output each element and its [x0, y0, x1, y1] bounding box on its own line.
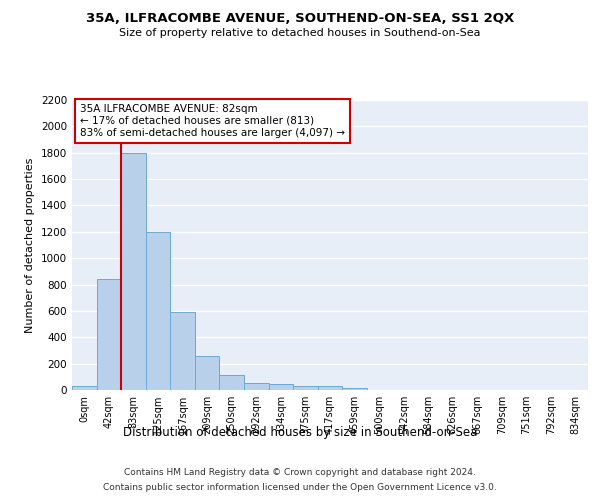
Bar [220, 375, 244, 390]
Bar [269, 384, 293, 390]
Bar [121, 152, 146, 390]
Text: 35A, ILFRACOMBE AVENUE, SOUTHEND-ON-SEA, SS1 2QX: 35A, ILFRACOMBE AVENUE, SOUTHEND-ON-SEA,… [86, 12, 514, 26]
Bar [293, 386, 318, 390]
Bar [72, 386, 97, 390]
Bar [195, 356, 220, 390]
Bar [318, 386, 342, 390]
Text: Contains HM Land Registry data © Crown copyright and database right 2024.: Contains HM Land Registry data © Crown c… [124, 468, 476, 477]
Text: Size of property relative to detached houses in Southend-on-Sea: Size of property relative to detached ho… [119, 28, 481, 38]
Text: Distribution of detached houses by size in Southend-on-Sea: Distribution of detached houses by size … [123, 426, 477, 439]
Text: 35A ILFRACOMBE AVENUE: 82sqm
← 17% of detached houses are smaller (813)
83% of s: 35A ILFRACOMBE AVENUE: 82sqm ← 17% of de… [80, 104, 345, 138]
Bar [342, 388, 367, 390]
Bar [146, 232, 170, 390]
Text: Contains public sector information licensed under the Open Government Licence v3: Contains public sector information licen… [103, 483, 497, 492]
Bar [244, 384, 269, 390]
Bar [97, 280, 121, 390]
Bar [170, 312, 195, 390]
Y-axis label: Number of detached properties: Number of detached properties [25, 158, 35, 332]
